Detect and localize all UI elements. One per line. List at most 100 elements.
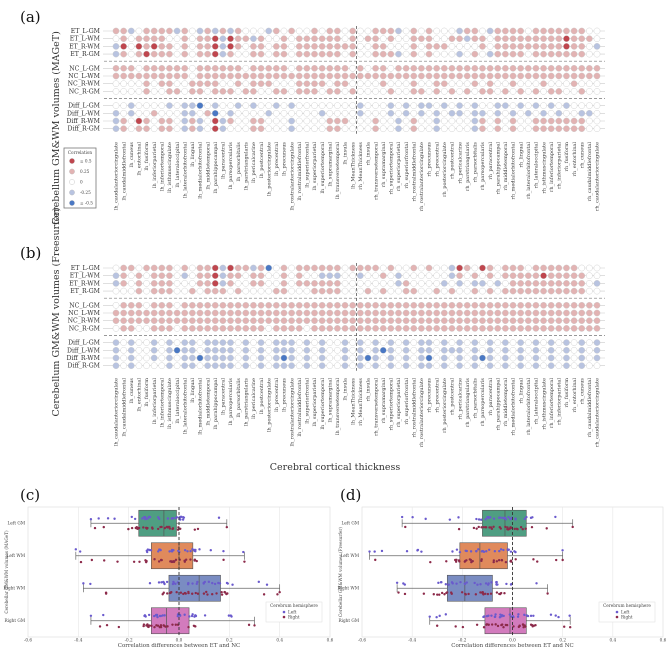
strip-point-right	[136, 527, 139, 531]
correlation-dot	[341, 117, 349, 125]
correlation-dot	[364, 80, 372, 87]
strip-point-left	[435, 616, 438, 619]
strip-point-right	[479, 591, 482, 594]
correlation-dot	[234, 117, 242, 125]
correlation-dot	[150, 287, 158, 295]
column-label: lh_insula	[343, 142, 349, 165]
correlation-dot	[318, 72, 326, 80]
strip-point-right	[500, 623, 503, 627]
strip-point-left	[400, 515, 404, 519]
correlation-dot	[456, 280, 463, 287]
correlation-dot	[257, 354, 265, 362]
correlation-dot	[486, 287, 494, 295]
strip-point-right	[489, 526, 493, 529]
correlation-dot	[463, 362, 471, 370]
correlation-dot	[288, 362, 295, 370]
correlation-dot	[158, 317, 166, 325]
correlation-dot	[387, 287, 395, 295]
correlation-dot	[509, 43, 517, 50]
strip-point-right	[196, 592, 200, 595]
strip-point-left	[163, 614, 166, 617]
correlation-dot	[211, 346, 219, 354]
row-label: Diff_L-GM	[68, 103, 101, 110]
correlation-dot	[242, 354, 250, 362]
correlation-dot	[517, 43, 524, 50]
correlation-dot	[418, 27, 425, 35]
correlation-dot	[158, 50, 166, 58]
correlation-dot	[486, 346, 494, 354]
correlation-dot	[509, 264, 517, 272]
strip-point-right	[156, 527, 160, 531]
strip-point-right	[480, 558, 483, 561]
correlation-dot	[586, 301, 593, 309]
correlation-dot	[524, 117, 532, 125]
correlation-dot	[532, 354, 540, 362]
correlation-dot	[433, 110, 440, 117]
correlation-dot	[395, 80, 402, 87]
correlation-dot	[326, 65, 334, 72]
column-label: rh_insula	[366, 378, 372, 401]
correlation-dot	[402, 80, 410, 87]
correlation-dot	[524, 346, 532, 354]
row-label: Diff_R-GM	[68, 363, 101, 370]
correlation-dot	[250, 35, 257, 43]
correlation-dot	[402, 280, 410, 287]
correlation-dot	[479, 117, 486, 125]
correlation-dot	[387, 27, 395, 35]
correlation-dot	[586, 354, 593, 362]
correlation-dot	[494, 354, 502, 362]
correlation-dot	[463, 317, 471, 325]
correlation-dot	[173, 65, 181, 72]
column-label: rh_parahippocampal	[495, 142, 501, 195]
correlation-dot	[341, 325, 349, 332]
strip-point-left	[455, 582, 458, 585]
correlation-dot	[517, 362, 524, 370]
correlation-dot	[158, 309, 166, 317]
correlation-dot	[234, 80, 242, 87]
correlation-dot	[250, 362, 257, 370]
correlation-dot	[570, 110, 578, 117]
correlation-dot	[120, 117, 127, 125]
correlation-dot	[196, 264, 204, 272]
x-axis-label: Correlation differences between ET and N…	[451, 643, 573, 649]
strip-point-left	[74, 548, 78, 551]
column-label: rh_precentral	[434, 142, 440, 177]
correlation-dot	[463, 117, 471, 125]
strip-point-left	[148, 548, 151, 552]
strip-point-left	[507, 515, 510, 519]
strip-point-left	[222, 549, 225, 553]
correlation-dot	[196, 43, 204, 50]
strip-point-left	[479, 518, 483, 521]
correlation-dot	[295, 117, 303, 125]
correlation-dot	[387, 280, 395, 287]
correlation-dot	[265, 110, 272, 117]
correlation-dot	[540, 280, 547, 287]
correlation-dot	[547, 110, 555, 117]
strip-point-right	[464, 593, 468, 596]
correlation-dot	[570, 65, 578, 72]
correlation-dot	[219, 264, 227, 272]
strip-point-left	[514, 518, 517, 521]
column-label: lh_medialorbitofrontal	[198, 378, 204, 435]
correlation-dot	[242, 272, 250, 280]
correlation-dot	[555, 43, 563, 50]
correlation-dot	[540, 362, 547, 370]
strip-point-right	[159, 624, 163, 627]
legend-marker	[282, 615, 286, 619]
correlation-dot	[540, 339, 547, 346]
correlation-dot	[211, 117, 219, 125]
correlation-dot	[127, 317, 135, 325]
column-label: rh_fusiform	[564, 142, 570, 172]
strip-point-right	[509, 559, 513, 562]
correlation-dot	[425, 27, 433, 35]
correlation-dot	[349, 125, 356, 132]
strip-point-left	[181, 518, 185, 521]
correlation-dot	[158, 65, 166, 72]
correlation-dot	[295, 102, 303, 109]
strip-point-left	[411, 515, 414, 519]
correlation-dot	[524, 110, 532, 117]
column-label: lh_MeanThickness	[350, 142, 356, 189]
correlation-dot	[295, 35, 303, 43]
correlation-dot	[586, 346, 593, 354]
correlation-dot	[433, 35, 440, 43]
